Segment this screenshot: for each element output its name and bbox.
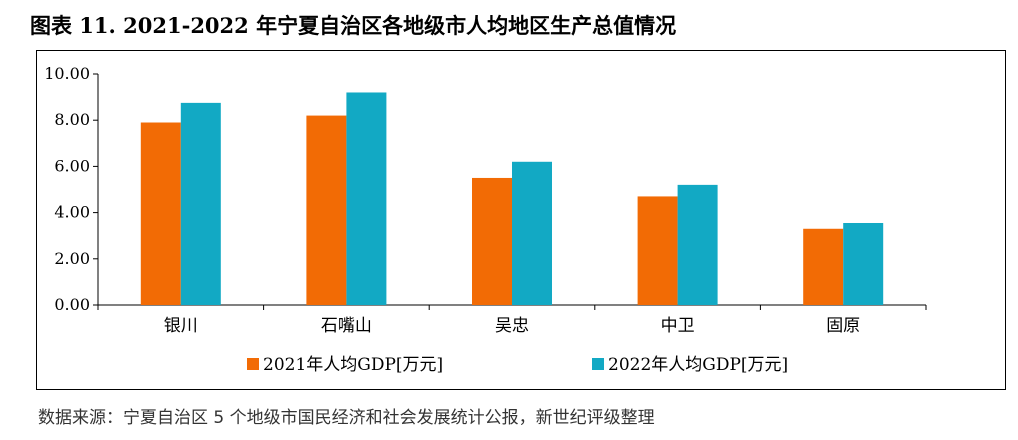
bar-2022-2: [512, 161, 552, 305]
chart-title: 图表 11. 2021-2022 年宁夏自治区各地级市人均地区生产总值情况: [30, 13, 677, 38]
x-category-label: 银川: [164, 316, 198, 336]
bar-2022-3: [677, 184, 718, 305]
bar-2022-0: [180, 102, 221, 305]
bar-2021-4: [803, 228, 844, 305]
bar-2022-4: [843, 222, 884, 305]
bar-2021-2: [472, 177, 512, 305]
chart-frame: [36, 50, 1006, 390]
x-category-label: 石嘴山: [321, 316, 372, 336]
y-tick-label: 2.00: [54, 249, 90, 268]
y-tick-label: 8.00: [54, 110, 90, 129]
y-tick-label: 4.00: [54, 203, 90, 222]
legend-swatch-2022: [592, 358, 604, 370]
legend-swatch-2021: [247, 358, 259, 370]
bar-2022-1: [346, 92, 387, 305]
x-category-label: 吴忠: [495, 316, 529, 336]
bar-2021-3: [637, 196, 678, 305]
x-category-label: 固原: [826, 316, 860, 336]
x-category-label: 中卫: [661, 316, 695, 336]
legend-label-2021: 2021年人均GDP[万元]: [263, 355, 443, 375]
y-tick-label: 10.00: [44, 64, 90, 83]
data-source-note: 数据来源：宁夏自治区 5 个地级市国民经济和社会发展统计公报，新世纪评级整理: [38, 408, 655, 428]
bar-2021-0: [140, 122, 181, 305]
y-tick-label: 0.00: [54, 295, 90, 314]
bar-2021-1: [306, 115, 347, 305]
y-tick-label: 6.00: [54, 156, 90, 175]
legend-label-2022: 2022年人均GDP[万元]: [608, 355, 788, 375]
